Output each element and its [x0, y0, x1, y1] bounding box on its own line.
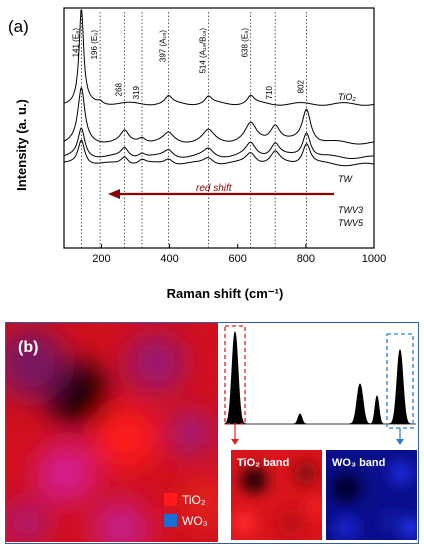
peak-label: 268: [115, 82, 124, 96]
peak-label: 514 (A₁₉/B₁₉): [198, 28, 207, 74]
peak-label: 710: [265, 85, 274, 99]
mapping-figure: (b) TiO₂ WO₃: [6, 323, 417, 542]
series-label: TW: [338, 174, 353, 184]
peak-label: 397 (A₁₉): [159, 30, 168, 62]
series-label: TiO₂: [338, 92, 356, 102]
raman-mapping-panel: (b) TiO₂ WO₃: [5, 322, 419, 544]
peak-label: 141 (E₉): [71, 28, 80, 58]
y-axis-title: Intensity (a. u.): [14, 99, 29, 191]
red-shift-label: red shift: [196, 183, 233, 194]
panel-a-label: (a): [8, 17, 29, 36]
tio2-legend-label: TiO₂: [182, 493, 206, 507]
series-label: TWV5: [338, 218, 364, 228]
series-line: [63, 9, 375, 106]
series-line: [63, 127, 374, 159]
map-legend: TiO₂ WO₃: [164, 493, 208, 528]
peak-guide-lines: [80, 12, 307, 248]
tio2-legend-swatch: [164, 493, 177, 506]
peak-label: 319: [132, 85, 141, 99]
plot-frame: [63, 7, 375, 249]
red-shift-arrow: red shift: [108, 183, 334, 199]
tio2-band-label: TiO₂ band: [237, 457, 289, 469]
wo3-legend-label: WO₃: [182, 514, 208, 528]
series-labels: TiO₂ TW TWV3 TWV5: [338, 92, 364, 228]
wo3-arrow-icon: [396, 439, 404, 445]
wo3-band-map: [326, 450, 417, 540]
x-tick-label: 600: [229, 253, 247, 265]
panel-b-label: (b): [18, 339, 38, 356]
mini-spectrum: [224, 325, 416, 445]
x-axis-title: Raman shift (cm⁻¹): [167, 286, 284, 301]
raman-spectra-panel: (a) 141 (E₉) 196 (E₉) 397 (A₁₉) 514 (A₁₉/B₁…: [8, 7, 386, 301]
arrow-head-icon: [108, 189, 120, 199]
wo3-band-label: WO₃ band: [332, 457, 385, 469]
peak-labels: 141 (E₉) 196 (E₉) 397 (A₁₉) 514 (A₁₉/B₁₉) 63…: [71, 28, 305, 100]
series-label: TWV3: [338, 205, 363, 215]
tio2-arrow-icon: [231, 439, 239, 445]
tio2-band-map: [231, 450, 322, 540]
series-line: [63, 139, 375, 167]
peak-label: 196 (E₉): [90, 30, 99, 60]
x-tick-label: 200: [92, 253, 110, 265]
wo3-legend-swatch: [164, 514, 177, 527]
peak-label: 638 (E₉): [241, 28, 250, 58]
raman-chart: (a) 141 (E₉) 196 (E₉) 397 (A₁₉) 514 (A₁₉/B₁…: [8, 7, 386, 301]
spectra-curves: [63, 9, 375, 167]
series-line: [63, 87, 375, 145]
peak-label: 802: [297, 79, 306, 93]
combined-raman-map: [6, 323, 218, 542]
x-tick-label: 1000: [362, 253, 386, 265]
x-tick-label: 800: [297, 253, 315, 265]
x-axis-ticks: 200 400 600 800 1000: [92, 244, 386, 265]
x-tick-label: 400: [160, 253, 178, 265]
